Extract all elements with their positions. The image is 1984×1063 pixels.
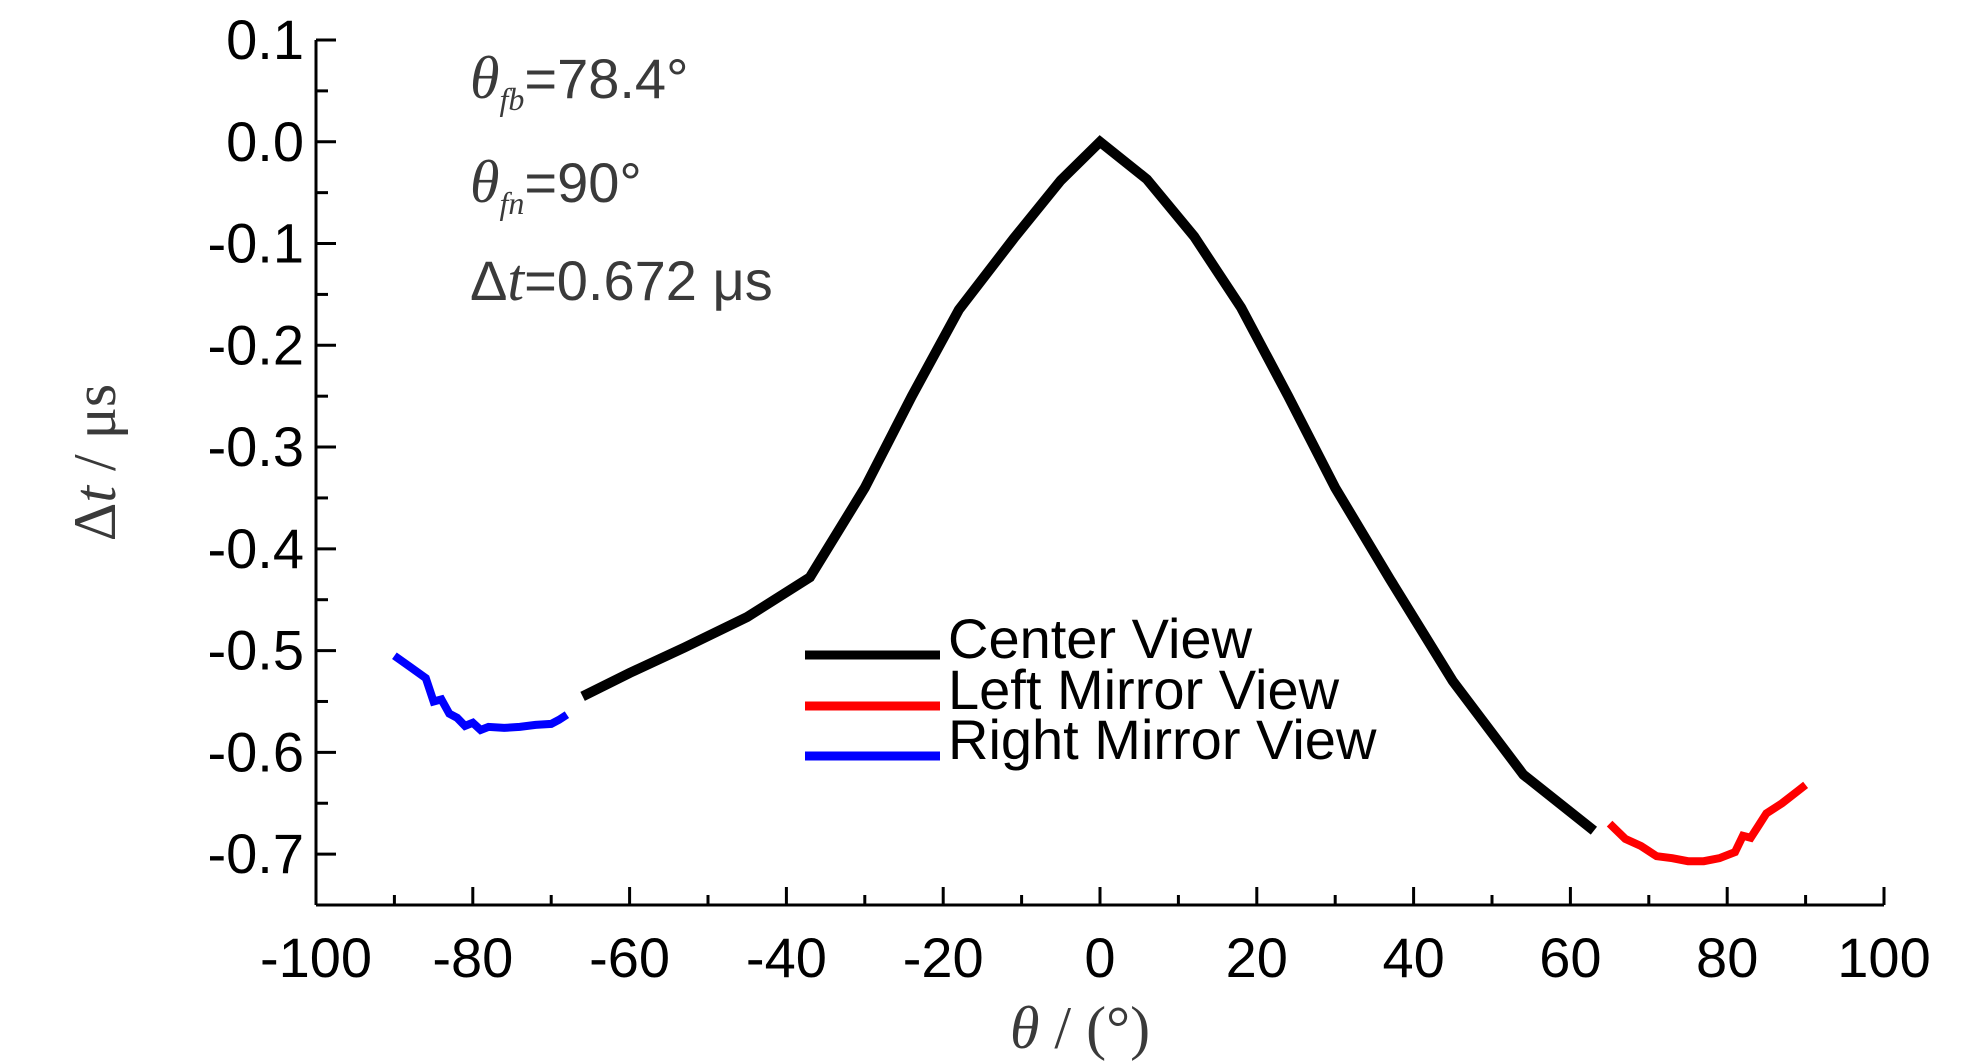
x-axis-title-rest: / (°) [1039, 995, 1150, 1061]
x-tick-label: -20 [903, 926, 984, 989]
legend-label-left-mirror-view: Left Mirror View [948, 658, 1340, 721]
y-tick-label: 0.0 [226, 110, 304, 173]
x-tick-label: -100 [260, 926, 372, 989]
y-tick-label: -0.6 [208, 720, 305, 783]
x-tick-label: 20 [1226, 926, 1288, 989]
legend-label-center-view: Center View [948, 607, 1253, 670]
annotations: θfb=78.4° θfn=90° Δt=0.672 μs [470, 45, 773, 313]
x-axis-title: θ / (°) [1010, 995, 1150, 1061]
y-tick-label: -0.3 [208, 415, 305, 478]
x-axis-title-symbol: θ [1010, 995, 1039, 1061]
y-tick-label: -0.7 [208, 822, 305, 885]
x-tick-label: -80 [432, 926, 513, 989]
y-tick-label: -0.1 [208, 212, 305, 275]
x-axis: -100 -80 -60 -40 -20 0 20 40 60 80 100 [260, 887, 1931, 989]
y-tick-label: -0.4 [208, 517, 305, 580]
y-axis: 0.1 0.0 -0.1 -0.2 -0.3 -0.4 -0.5 -0.6 -0.7 [208, 8, 336, 907]
y-axis-title-rest: / μs [62, 384, 128, 486]
annotation-theta-fn: θfn=90° [470, 149, 642, 221]
y-axis-title: Δt / μs [62, 384, 128, 541]
series-line-center-view [580, 135, 1598, 835]
y-axis-title-symbol: Δ [62, 503, 128, 542]
y-axis-title-var: t [62, 485, 128, 503]
annotation-delta-t: Δt=0.672 μs [470, 247, 773, 313]
series-layer [392, 135, 1809, 866]
annotation-theta-fb: θfb=78.4° [470, 45, 688, 117]
x-tick-label: 0 [1084, 926, 1115, 989]
series-line-left-mirror-view [1606, 781, 1809, 866]
x-tick-label: 60 [1539, 926, 1601, 989]
legend-label-right-mirror-view: Right Mirror View [948, 708, 1377, 771]
x-tick-label: 100 [1837, 926, 1930, 989]
x-tick-label: -60 [589, 926, 670, 989]
y-tick-label: -0.5 [208, 619, 305, 682]
x-tick-label: 40 [1382, 926, 1444, 989]
x-tick-label: 80 [1696, 926, 1758, 989]
series-line-right-mirror-view [392, 652, 570, 735]
y-tick-label: -0.2 [208, 313, 305, 376]
y-tick-label: 0.1 [226, 8, 304, 71]
x-tick-label: -40 [746, 926, 827, 989]
